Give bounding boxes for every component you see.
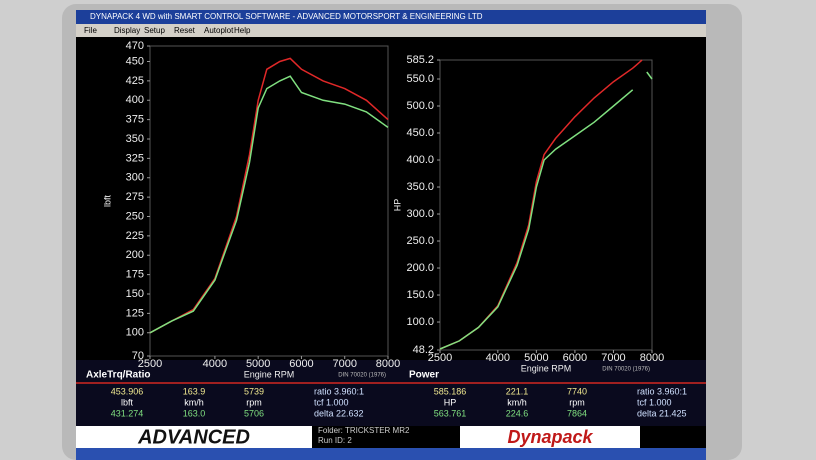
title-bar	[76, 10, 706, 24]
y-axis-label: HP	[392, 199, 402, 212]
readout-value: 163.9	[183, 386, 206, 396]
logo-box	[76, 426, 312, 448]
readout-title: Power	[409, 370, 439, 381]
plot-frame	[149, 45, 389, 357]
x-tick-label: 6000	[563, 352, 587, 364]
x-tick-label: 6000	[289, 358, 313, 370]
plot-frame	[439, 59, 653, 351]
menu-bar	[76, 24, 706, 37]
menu-item: Autoplot	[204, 26, 234, 35]
x-axis-label: Engine RPM	[521, 363, 572, 373]
brand-box	[460, 426, 640, 448]
window-title: DYNAPACK 4 WD with SMART CONTROL SOFTWAR…	[90, 12, 483, 21]
y-tick-label: 100	[126, 327, 144, 339]
readout-value: rpm	[569, 397, 585, 407]
readout-value: 7864	[567, 408, 587, 418]
y-tick-label: 325	[126, 152, 144, 164]
x-tick-label: 7000	[332, 358, 356, 370]
readout-value: ratio 3.960:1	[637, 386, 687, 396]
readout-value: 5739	[244, 386, 264, 396]
run-id: Run ID: 2	[318, 436, 352, 445]
y-tick-label: 125	[126, 307, 144, 319]
y-tick-label: 400	[126, 94, 144, 106]
series-line	[439, 71, 653, 350]
readout-value: tcf 1.000	[637, 397, 672, 407]
readout-value: 163.0	[183, 408, 206, 418]
y-tick-label: 300	[126, 172, 144, 184]
folder: Folder: TRICKSTER MR2	[318, 426, 410, 435]
x-axis-label: Engine RPM	[244, 369, 295, 379]
x-tick-label: 2500	[428, 352, 452, 364]
y-tick-label: 150	[126, 288, 144, 300]
y-tick-label: 48.2	[413, 344, 434, 356]
advanced-logo: ADVANCED	[137, 426, 250, 448]
taskbar	[76, 448, 706, 460]
y-tick-label: 275	[126, 191, 144, 203]
readout-value: lbft	[121, 397, 134, 407]
y-tick-label: 425	[126, 75, 144, 87]
y-tick-label: 350	[126, 133, 144, 145]
readout-value: 453.906	[111, 386, 144, 396]
readout-value: delta 21.425	[637, 408, 687, 418]
y-tick-label: 175	[126, 269, 144, 281]
x-tick-label: 8000	[640, 352, 664, 364]
y-tick-label: 300.0	[406, 208, 434, 220]
y-tick-label: 470	[126, 40, 144, 52]
note: DIN 70020 (1976)	[338, 373, 386, 379]
y-tick-label: 150.0	[406, 289, 434, 301]
x-tick-label: 4000	[203, 358, 227, 370]
x-tick-label: 5000	[524, 352, 548, 364]
y-tick-label: 225	[126, 230, 144, 242]
readout-value: km/h	[507, 397, 527, 407]
readout-value: 224.6	[506, 408, 529, 418]
readout-value: 563.761	[434, 408, 467, 418]
readout-title: AxleTrq/Ratio	[86, 370, 150, 381]
readout-value: HP	[444, 397, 457, 407]
readout-value: 7740	[567, 386, 587, 396]
readout-value: km/h	[184, 397, 204, 407]
x-tick-label: 2500	[138, 358, 162, 370]
menu-item: File	[84, 26, 97, 35]
x-tick-label: 5000	[246, 358, 270, 370]
y-tick-label: 200.0	[406, 262, 434, 274]
y-tick-label: 350.0	[406, 181, 434, 193]
x-tick-label: 8000	[376, 358, 400, 370]
readout-value: rpm	[246, 397, 262, 407]
readout-value: 5706	[244, 408, 264, 418]
menu-item: Help	[234, 26, 251, 35]
readout-value: delta 22.632	[314, 408, 364, 418]
y-tick-label: 450.0	[406, 127, 434, 139]
readout-value: ratio 3.960:1	[314, 386, 364, 396]
y-tick-label: 585.2	[406, 54, 434, 66]
x-tick-label: 7000	[601, 352, 625, 364]
y-tick-label: 200	[126, 249, 144, 261]
x-tick-label: 4000	[486, 352, 510, 364]
y-tick-label: 450	[126, 55, 144, 67]
menu-item: Reset	[174, 26, 196, 35]
y-tick-label: 70	[132, 350, 144, 362]
y-tick-label: 250.0	[406, 235, 434, 247]
y-tick-label: 250	[126, 210, 144, 222]
readout-value: 221.1	[506, 386, 529, 396]
series-line	[149, 57, 389, 334]
menu-item: Setup	[144, 26, 165, 35]
y-axis-label: lbft	[102, 195, 112, 208]
menu-item: Display	[114, 26, 140, 35]
y-tick-label: 100.0	[406, 316, 434, 328]
readout-value: 585.186	[434, 386, 467, 396]
y-tick-label: 375	[126, 114, 144, 126]
readout-panel	[76, 360, 706, 426]
brand-logo: Dynapack	[507, 427, 593, 447]
y-tick-label: 550.0	[406, 73, 434, 85]
readout-value: 431.274	[111, 408, 144, 418]
note: DIN 70020 (1976)	[602, 367, 650, 373]
readout-value: tcf 1.000	[314, 397, 349, 407]
series-line	[149, 75, 389, 334]
y-tick-label: 500.0	[406, 100, 434, 112]
y-tick-label: 400.0	[406, 154, 434, 166]
